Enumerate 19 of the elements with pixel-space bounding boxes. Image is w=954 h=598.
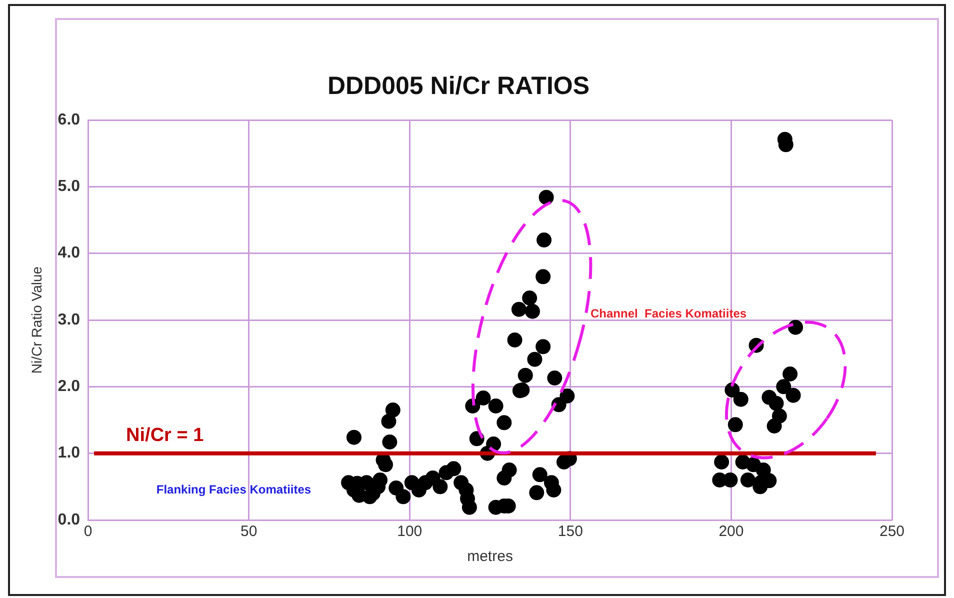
y-tick-label: 5.0	[58, 178, 80, 196]
chart-title: DDD005 Ni/Cr RATIOS	[327, 72, 590, 100]
annotation: Flanking Facies Komatiites	[156, 482, 312, 496]
annotation: Channel Facies Komatiites	[590, 306, 747, 320]
y-tick-label: 3.0	[58, 311, 80, 328]
y-tick-label: 1.0	[58, 444, 80, 462]
x-tick-label: 200	[718, 523, 744, 540]
ref-line-label: Ni/Cr = 1	[126, 425, 204, 446]
y-tick-label: 6.0	[58, 111, 80, 128]
y-tick-label: 4.0	[58, 244, 80, 262]
y-tick-label: 0.0	[58, 511, 80, 528]
x-tick-label: 150	[558, 523, 583, 540]
y-axis-title: Ni/Cr Ratio Value	[28, 266, 44, 374]
x-tick-label: 100	[397, 523, 422, 540]
x-tick-label: 250	[879, 523, 905, 540]
y-tick-label: 2.0	[58, 378, 80, 396]
x-tick-label: 0	[84, 523, 92, 540]
x-tick-label: 50	[240, 523, 258, 540]
x-axis-title: metres	[467, 548, 513, 566]
